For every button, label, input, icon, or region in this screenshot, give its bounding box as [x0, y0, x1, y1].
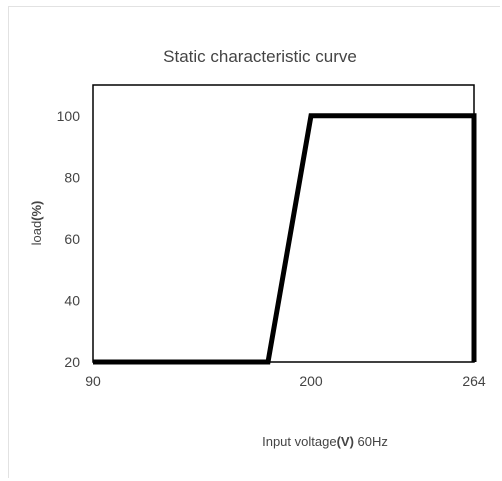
series-line — [93, 113, 477, 365]
y-tick-label: 60 — [64, 231, 80, 247]
chart-frame — [8, 6, 500, 478]
y-tick-label: 80 — [64, 169, 80, 185]
x-tick-label: 90 — [85, 373, 101, 389]
y-tick-label: 20 — [64, 354, 80, 370]
x-tick-label: 200 — [299, 373, 323, 389]
x-tick-labels: 90 200 264 — [85, 373, 486, 389]
chart-title: Static characteristic curve — [163, 47, 357, 66]
y-tick-label: 100 — [57, 108, 81, 124]
x-axis-label: Input voltage(V) 60Hz — [262, 434, 388, 449]
y-tick-label: 40 — [64, 292, 80, 308]
y-axis-label: load(%) — [29, 201, 44, 246]
y-tick-labels: 20 40 60 80 100 — [57, 108, 81, 370]
x-tick-label: 264 — [462, 373, 486, 389]
plot-area — [92, 84, 475, 363]
series-layer — [93, 113, 477, 365]
